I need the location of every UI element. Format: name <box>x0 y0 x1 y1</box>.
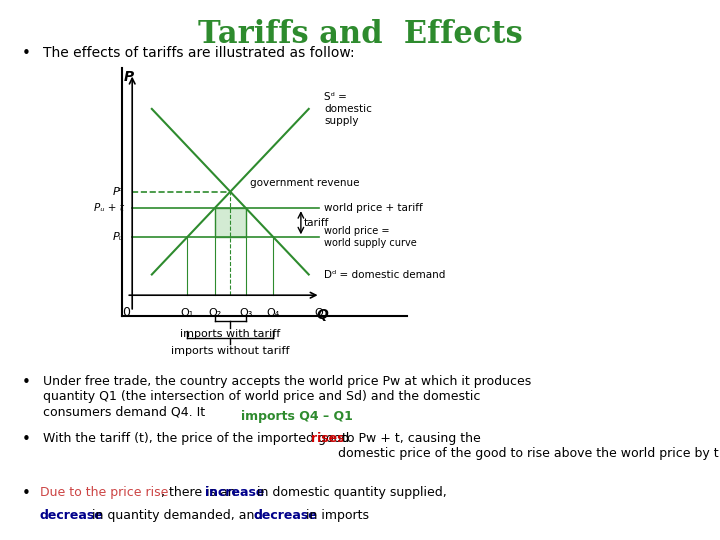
Text: , there is an: , there is an <box>161 486 240 499</box>
Text: Pᵤ + t: Pᵤ + t <box>94 203 125 213</box>
Text: Due to the price rise: Due to the price rise <box>40 486 168 499</box>
Text: Q₁: Q₁ <box>181 308 194 318</box>
Text: •: • <box>22 486 30 501</box>
Text: Tariffs and  Effects: Tariffs and Effects <box>197 19 523 50</box>
Text: in domestic quantity supplied,: in domestic quantity supplied, <box>253 486 447 499</box>
Text: decrease: decrease <box>253 509 318 522</box>
Text: rises: rises <box>311 432 345 445</box>
Text: Dᵈ = domestic demand: Dᵈ = domestic demand <box>325 269 446 280</box>
Text: increase: increase <box>205 486 264 499</box>
Text: Q₃: Q₃ <box>239 308 253 318</box>
Text: imports without tariff: imports without tariff <box>171 346 289 356</box>
Text: Pᵈ: Pᵈ <box>113 187 125 197</box>
Text: •: • <box>22 375 30 390</box>
Text: Q: Q <box>314 308 323 318</box>
Text: •: • <box>22 432 30 447</box>
Text: Q₂: Q₂ <box>208 308 221 318</box>
Text: to Pw + t, causing the
domestic price of the good to rise above the world price : to Pw + t, causing the domestic price of… <box>338 432 719 460</box>
Text: With the tariff (t), the price of the imported good: With the tariff (t), the price of the im… <box>43 432 354 445</box>
Text: Under free trade, the country accepts the world price Pw at which it produces
qu: Under free trade, the country accepts th… <box>43 375 531 418</box>
Text: •: • <box>22 46 30 61</box>
Text: Q₄: Q₄ <box>267 308 280 318</box>
Text: world price =
world supply curve: world price = world supply curve <box>325 226 417 248</box>
Text: decrease: decrease <box>40 509 104 522</box>
Text: Pᵤ: Pᵤ <box>113 232 125 242</box>
Text: in imports: in imports <box>302 509 369 522</box>
Text: world price + tariff: world price + tariff <box>325 203 423 213</box>
Text: Q: Q <box>317 308 328 322</box>
Text: tariff: tariff <box>304 218 329 228</box>
Text: Sᵈ =
domestic
supply: Sᵈ = domestic supply <box>325 92 372 125</box>
Text: P: P <box>125 70 135 84</box>
Text: in quantity demanded, and: in quantity demanded, and <box>88 509 266 522</box>
Text: imports with tariff: imports with tariff <box>180 329 280 340</box>
Text: 0: 0 <box>122 306 130 319</box>
Text: The effects of tariffs are illustrated as follow:: The effects of tariffs are illustrated a… <box>43 46 355 60</box>
Bar <box>215 208 246 237</box>
Text: imports Q4 – Q1: imports Q4 – Q1 <box>241 410 353 423</box>
Text: government revenue: government revenue <box>250 178 359 187</box>
